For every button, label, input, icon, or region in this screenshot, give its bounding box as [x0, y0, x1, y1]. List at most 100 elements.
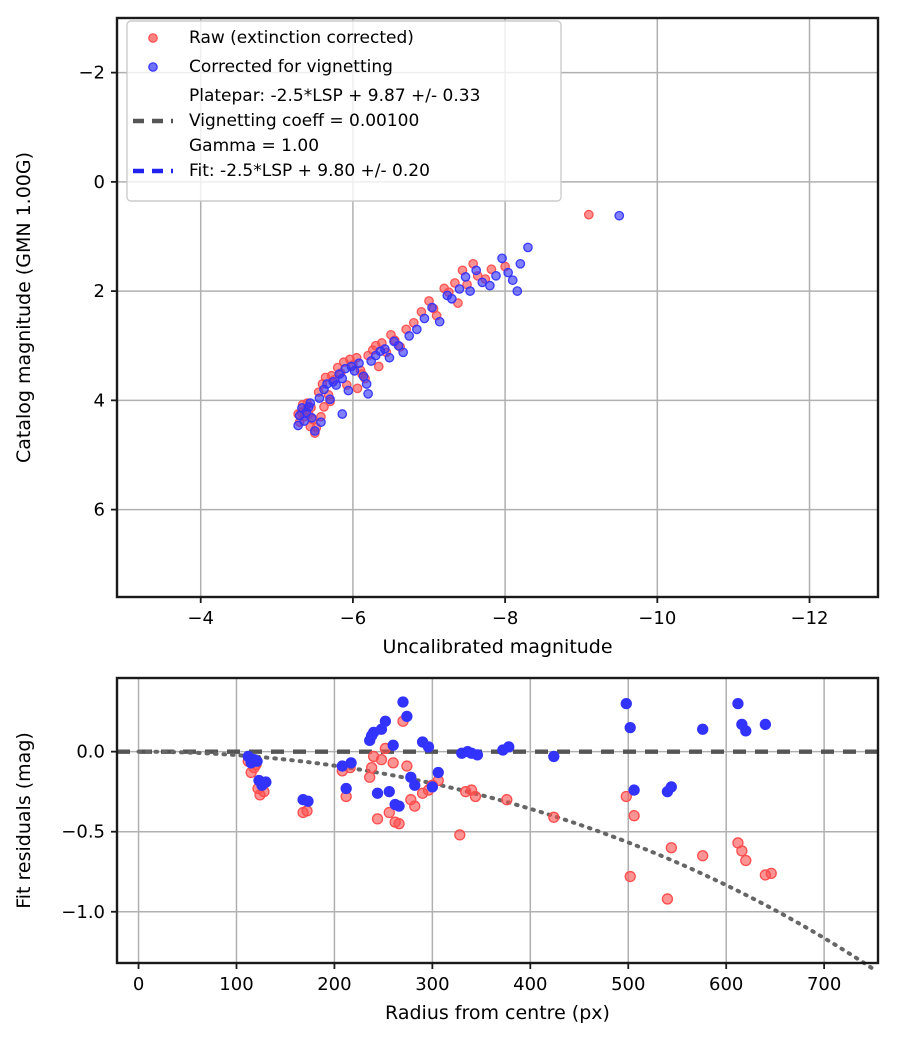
- y-tick-label: −0.5: [61, 822, 105, 843]
- data-point: [383, 806, 395, 819]
- data-point: [732, 697, 744, 710]
- series-corrected: [293, 210, 625, 436]
- data-point: [411, 324, 422, 335]
- data-point: [523, 242, 533, 253]
- fit-residuals-plot: 0 100 200 300 400 500 600 700 0.0 −0.5 −1.0 Radius …: [13, 676, 880, 1024]
- y-axis-label: Catalog magnitude (GMN 1.00G): [13, 152, 35, 463]
- x-tick-label: −6: [340, 608, 367, 629]
- data-point: [345, 757, 357, 769]
- data-point: [460, 272, 471, 282]
- data-point: [422, 741, 435, 753]
- data-point: [349, 366, 360, 376]
- x-tick-label: 600: [709, 974, 743, 995]
- data-point: [384, 352, 395, 363]
- y-tick-label: 4: [94, 390, 105, 411]
- y-tick-label: 0: [94, 172, 105, 193]
- data-point: [503, 267, 513, 278]
- legend-entry: Raw (extinction corrected): [148, 28, 414, 48]
- data-point: [759, 718, 772, 731]
- data-point: [387, 757, 399, 769]
- data-point: [337, 409, 348, 419]
- y-tick-label: 0.0: [76, 742, 105, 763]
- legend-label: Corrected for vignetting: [189, 57, 393, 77]
- data-point: [740, 725, 752, 737]
- data-point: [614, 210, 625, 221]
- axes-frame: [115, 676, 880, 965]
- data-point: [497, 253, 507, 264]
- data-point: [371, 787, 384, 799]
- data-point: [251, 755, 263, 767]
- data-point: [512, 286, 523, 296]
- data-point: [365, 729, 378, 742]
- magnitude-calibration-plot: −4 −6 −8 −10 −12 −2 0 2 4 6 Uncalibrated magnitude…: [13, 16, 880, 658]
- x-tick-label: −10: [638, 608, 676, 629]
- data-point: [765, 867, 777, 879]
- y-tick-label: 6: [94, 500, 105, 521]
- data-point: [409, 800, 421, 812]
- legend: Raw (extinction corrected) Corrected for …: [126, 20, 562, 202]
- data-point: [454, 284, 465, 294]
- data-point: [319, 402, 329, 412]
- legend-entry: Fit: -2.5*LSP + 9.80 +/- 0.20: [133, 161, 430, 181]
- data-point: [665, 781, 677, 793]
- y-tick-label: −1.0: [61, 902, 105, 923]
- x-tick-label: −4: [187, 608, 214, 629]
- data-point: [302, 795, 314, 807]
- x-tick-label: 500: [611, 974, 645, 995]
- y-axis-label: Fit residuals (mag): [13, 732, 35, 909]
- data-point: [343, 385, 354, 396]
- series-corrected: [242, 696, 772, 812]
- data-point: [340, 782, 352, 795]
- data-point: [419, 313, 430, 324]
- data-point: [624, 721, 636, 734]
- tick-marks: 0 100 200 300 400 500 600 700 0.0 −0.5 −1.0: [61, 742, 841, 995]
- legend-entry: Platepar: -2.5*LSP + 9.87 +/- 0.33 Vignet…: [133, 86, 480, 156]
- x-tick-label: 100: [219, 974, 253, 995]
- data-point: [434, 316, 445, 327]
- data-point: [260, 776, 272, 788]
- data-point: [501, 794, 513, 806]
- data-point: [401, 710, 413, 723]
- data-point: [361, 379, 372, 389]
- data-point: [409, 779, 421, 791]
- data-point: [380, 344, 390, 354]
- data-point: [393, 340, 404, 351]
- x-tick-label: 300: [415, 974, 449, 995]
- data-point: [548, 750, 560, 763]
- data-point: [628, 784, 640, 796]
- data-point: [314, 393, 325, 404]
- data-point: [310, 426, 320, 436]
- legend-marker-dot: [148, 62, 158, 72]
- data-point: [398, 347, 408, 358]
- legend-marker-dot: [148, 33, 158, 43]
- data-point: [293, 420, 303, 431]
- data-points: [293, 209, 625, 438]
- legend-label: Gamma = 1.00: [189, 136, 319, 156]
- data-point: [306, 412, 317, 423]
- x-tick-label: −8: [492, 608, 519, 629]
- data-point: [736, 845, 748, 857]
- data-point: [740, 854, 752, 867]
- axes-frame: [115, 16, 880, 599]
- y-tick-label: −2: [78, 63, 105, 84]
- legend-entry: Corrected for vignetting: [148, 57, 393, 77]
- data-point: [393, 800, 405, 812]
- data-point: [354, 358, 364, 369]
- data-point: [620, 790, 632, 803]
- tick-marks: −4 −6 −8 −10 −12 −2 0 2 4 6: [78, 63, 828, 629]
- data-point: [469, 790, 482, 803]
- data-point: [427, 302, 437, 313]
- data-point: [387, 739, 399, 751]
- data-point: [503, 741, 515, 753]
- data-point: [491, 270, 501, 281]
- legend-frame: [126, 20, 562, 202]
- data-point: [301, 805, 313, 817]
- x-tick-label: −12: [791, 608, 829, 629]
- data-point: [371, 813, 384, 825]
- data-point: [697, 850, 709, 862]
- data-point: [331, 380, 342, 390]
- data-point: [364, 771, 376, 783]
- data-point: [352, 383, 363, 394]
- legend-label: Fit: -2.5*LSP + 9.80 +/- 0.20: [189, 161, 430, 181]
